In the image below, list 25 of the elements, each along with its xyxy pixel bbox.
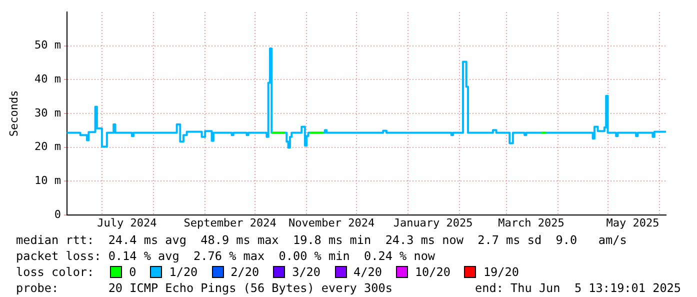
- x-tick-label: September 2024: [184, 216, 277, 230]
- y-tick-label: 40 m: [34, 72, 62, 86]
- x-tick-label: July 2024: [97, 216, 158, 230]
- text: probe: 20 ICMP Echo Pings (56 Bytes) every 300s: [16, 280, 392, 296]
- legend-title: loss color:: [16, 264, 94, 280]
- y-tick-label: 0: [54, 208, 61, 221]
- legend-label: 3/20: [292, 264, 321, 280]
- text: end: Thu Jun 5 13:19:01 2025: [475, 280, 681, 296]
- legend-label: 1/20: [169, 264, 198, 280]
- x-tick-label: January 2025: [393, 216, 473, 230]
- y-tick-label: 50 m: [34, 38, 62, 52]
- text: packet loss: 0.14 % avg 2.76 % max 0.00 % min 0.24 % now: [16, 248, 436, 264]
- y-tick-label: 30 m: [34, 106, 62, 120]
- y-axis-title: Seconds: [7, 90, 20, 137]
- y-tick-label: 20 m: [34, 140, 62, 154]
- legend-label: 0: [129, 264, 136, 280]
- legend-label: 2/20: [230, 264, 260, 280]
- legend-label: 19/20: [483, 264, 519, 280]
- y-tick-label: 10 m: [34, 174, 62, 188]
- text: median rtt: 24.4 ms avg 48.9 ms max 19.8 ms min 24.3 ms now 2.7 ms sd 9.0 am/s: [16, 232, 628, 248]
- legend-label: 4/20: [354, 264, 382, 280]
- x-tick-label: March 2025: [498, 216, 564, 230]
- x-tick-label: May 2025: [606, 216, 660, 230]
- legend-label: 10/20: [414, 264, 450, 280]
- x-tick-label: November 2024: [288, 216, 375, 230]
